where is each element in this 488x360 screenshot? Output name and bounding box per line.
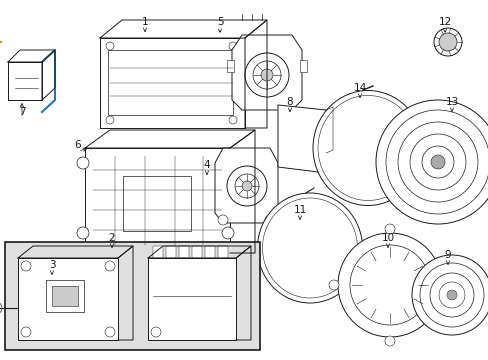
- Bar: [165, 246, 176, 258]
- Circle shape: [429, 273, 473, 317]
- Text: 2: 2: [108, 233, 115, 243]
- Bar: [18, 258, 118, 340]
- Circle shape: [228, 42, 237, 50]
- Bar: [52, 286, 78, 306]
- Circle shape: [375, 100, 488, 224]
- Circle shape: [244, 53, 288, 97]
- Bar: [192, 246, 202, 258]
- Circle shape: [384, 336, 394, 346]
- Text: 7: 7: [19, 107, 25, 117]
- Polygon shape: [8, 62, 42, 100]
- Polygon shape: [231, 35, 302, 110]
- Text: 14: 14: [353, 83, 366, 93]
- Circle shape: [421, 146, 453, 178]
- Circle shape: [433, 28, 461, 56]
- Bar: [123, 176, 191, 231]
- Bar: [226, 60, 234, 72]
- Bar: [46, 280, 84, 312]
- Bar: [153, 246, 163, 258]
- Text: 11: 11: [293, 205, 306, 215]
- Circle shape: [77, 157, 89, 169]
- Circle shape: [222, 157, 234, 169]
- Circle shape: [411, 255, 488, 335]
- Text: 6: 6: [75, 140, 81, 150]
- Circle shape: [21, 261, 31, 271]
- Circle shape: [218, 215, 227, 225]
- Text: 12: 12: [437, 17, 451, 27]
- Circle shape: [106, 116, 114, 124]
- Circle shape: [384, 224, 394, 234]
- Circle shape: [106, 42, 114, 50]
- Text: 13: 13: [445, 97, 458, 107]
- Circle shape: [419, 263, 483, 327]
- Text: 4: 4: [203, 160, 210, 170]
- Ellipse shape: [257, 193, 362, 303]
- Ellipse shape: [262, 198, 357, 298]
- Bar: [100, 38, 244, 128]
- Bar: [299, 60, 306, 72]
- Circle shape: [438, 282, 464, 308]
- Circle shape: [409, 134, 465, 190]
- Circle shape: [438, 33, 456, 51]
- Bar: [148, 258, 236, 340]
- Circle shape: [385, 110, 488, 214]
- Bar: [5, 242, 260, 350]
- Ellipse shape: [317, 95, 417, 201]
- Circle shape: [328, 280, 338, 290]
- Text: 3: 3: [49, 260, 55, 270]
- Polygon shape: [278, 105, 325, 173]
- Circle shape: [222, 227, 234, 239]
- Circle shape: [252, 61, 281, 89]
- Circle shape: [21, 327, 31, 337]
- Circle shape: [261, 69, 272, 81]
- Circle shape: [337, 233, 441, 337]
- Bar: [218, 246, 227, 258]
- Circle shape: [226, 166, 266, 206]
- Circle shape: [105, 327, 115, 337]
- Circle shape: [105, 261, 115, 271]
- Circle shape: [440, 280, 450, 290]
- Circle shape: [397, 122, 477, 202]
- Bar: [108, 50, 232, 115]
- Ellipse shape: [312, 90, 422, 206]
- Circle shape: [242, 181, 251, 191]
- Circle shape: [235, 174, 259, 198]
- Circle shape: [228, 116, 237, 124]
- Circle shape: [264, 215, 274, 225]
- Circle shape: [349, 245, 429, 325]
- Text: 5: 5: [216, 17, 223, 27]
- Bar: [204, 246, 215, 258]
- Circle shape: [0, 302, 2, 314]
- Text: 8: 8: [286, 97, 293, 107]
- Text: 9: 9: [444, 250, 450, 260]
- Text: 10: 10: [381, 233, 394, 243]
- Circle shape: [151, 327, 161, 337]
- Circle shape: [77, 227, 89, 239]
- Bar: [179, 246, 189, 258]
- Bar: [85, 148, 229, 253]
- Circle shape: [446, 290, 456, 300]
- Polygon shape: [215, 148, 278, 223]
- Circle shape: [430, 155, 444, 169]
- Text: 1: 1: [142, 17, 148, 27]
